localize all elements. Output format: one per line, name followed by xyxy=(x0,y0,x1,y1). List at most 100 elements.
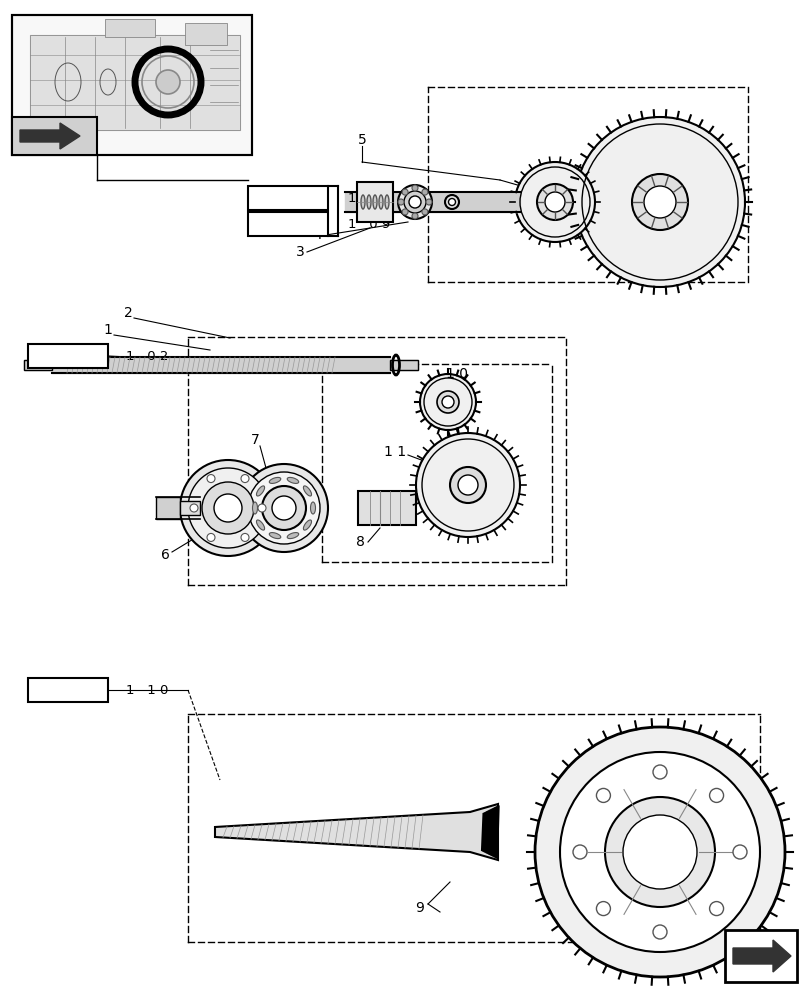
Circle shape xyxy=(422,189,427,195)
Bar xyxy=(12,117,97,155)
Bar xyxy=(12,15,251,155)
Circle shape xyxy=(241,533,249,541)
Bar xyxy=(24,360,52,370)
Bar xyxy=(12,15,251,155)
Ellipse shape xyxy=(303,520,311,530)
Text: 1 0: 1 0 xyxy=(445,367,467,381)
Circle shape xyxy=(436,391,458,413)
Bar xyxy=(180,501,200,515)
Text: 3: 3 xyxy=(295,245,304,259)
Ellipse shape xyxy=(367,195,371,209)
Bar xyxy=(247,212,328,236)
Circle shape xyxy=(190,504,198,512)
Circle shape xyxy=(514,162,594,242)
Text: 6: 6 xyxy=(161,548,169,562)
Ellipse shape xyxy=(269,477,281,483)
Bar xyxy=(389,360,418,370)
Circle shape xyxy=(643,186,676,218)
Circle shape xyxy=(411,213,418,219)
Circle shape xyxy=(709,902,723,916)
Circle shape xyxy=(415,433,519,537)
Circle shape xyxy=(732,845,746,859)
Bar xyxy=(357,182,393,222)
Circle shape xyxy=(258,504,266,512)
Circle shape xyxy=(534,727,784,977)
Ellipse shape xyxy=(256,520,264,530)
Circle shape xyxy=(652,765,666,779)
Circle shape xyxy=(622,815,696,889)
Text: 1 . 3 2: 1 . 3 2 xyxy=(267,192,309,205)
Circle shape xyxy=(180,460,276,556)
Circle shape xyxy=(457,475,478,495)
Circle shape xyxy=(240,464,328,552)
Ellipse shape xyxy=(444,195,458,209)
Text: 8: 8 xyxy=(355,535,364,549)
Circle shape xyxy=(247,472,320,544)
Ellipse shape xyxy=(256,486,264,496)
Polygon shape xyxy=(20,123,80,149)
Circle shape xyxy=(401,209,408,215)
Circle shape xyxy=(272,496,296,520)
Text: 1 1: 1 1 xyxy=(384,445,406,459)
Circle shape xyxy=(156,70,180,94)
Circle shape xyxy=(604,797,714,907)
Bar xyxy=(724,930,796,982)
Circle shape xyxy=(596,902,610,916)
Ellipse shape xyxy=(384,195,388,209)
Ellipse shape xyxy=(372,195,376,209)
Ellipse shape xyxy=(303,486,311,496)
Bar xyxy=(247,186,328,210)
Circle shape xyxy=(449,467,486,503)
Text: 1   0 2: 1 0 2 xyxy=(126,350,168,362)
Text: 7: 7 xyxy=(251,433,259,447)
Bar xyxy=(105,19,155,37)
Text: 4: 4 xyxy=(313,228,322,242)
Circle shape xyxy=(262,486,306,530)
Text: 2: 2 xyxy=(123,306,132,320)
Ellipse shape xyxy=(397,185,431,219)
Circle shape xyxy=(652,925,666,939)
Circle shape xyxy=(188,468,268,548)
Ellipse shape xyxy=(287,477,298,483)
Ellipse shape xyxy=(379,195,383,209)
Circle shape xyxy=(422,209,427,215)
Circle shape xyxy=(202,482,254,534)
Bar xyxy=(28,344,108,368)
Polygon shape xyxy=(215,804,497,860)
Circle shape xyxy=(241,475,249,483)
Text: 9: 9 xyxy=(415,901,424,915)
Text: 1   0 8: 1 0 8 xyxy=(348,192,390,205)
Text: 1   1 0: 1 1 0 xyxy=(126,684,168,696)
Ellipse shape xyxy=(361,195,365,209)
Ellipse shape xyxy=(269,533,281,539)
Bar xyxy=(156,497,180,519)
Circle shape xyxy=(574,117,744,287)
Circle shape xyxy=(401,189,408,195)
Polygon shape xyxy=(732,940,790,972)
Circle shape xyxy=(560,752,759,952)
Circle shape xyxy=(426,199,431,205)
Bar xyxy=(28,678,108,702)
Text: 5: 5 xyxy=(357,133,366,147)
Circle shape xyxy=(544,192,564,212)
Text: 1   0 9: 1 0 9 xyxy=(348,218,390,231)
Circle shape xyxy=(573,845,586,859)
Circle shape xyxy=(207,533,215,541)
Circle shape xyxy=(419,374,475,430)
Ellipse shape xyxy=(310,502,315,514)
Text: 1 . 3 2: 1 . 3 2 xyxy=(47,684,89,696)
Ellipse shape xyxy=(448,199,455,206)
Bar xyxy=(185,23,227,45)
Bar xyxy=(358,491,415,525)
Text: 1 . 3 2: 1 . 3 2 xyxy=(47,350,89,362)
Circle shape xyxy=(709,788,723,802)
Circle shape xyxy=(411,185,418,191)
Ellipse shape xyxy=(252,502,257,514)
Text: 1: 1 xyxy=(104,323,112,337)
Text: 1 . 3 2: 1 . 3 2 xyxy=(267,218,309,231)
Circle shape xyxy=(631,174,687,230)
Ellipse shape xyxy=(287,533,298,539)
Circle shape xyxy=(214,494,242,522)
Circle shape xyxy=(397,199,404,205)
Ellipse shape xyxy=(404,191,426,213)
